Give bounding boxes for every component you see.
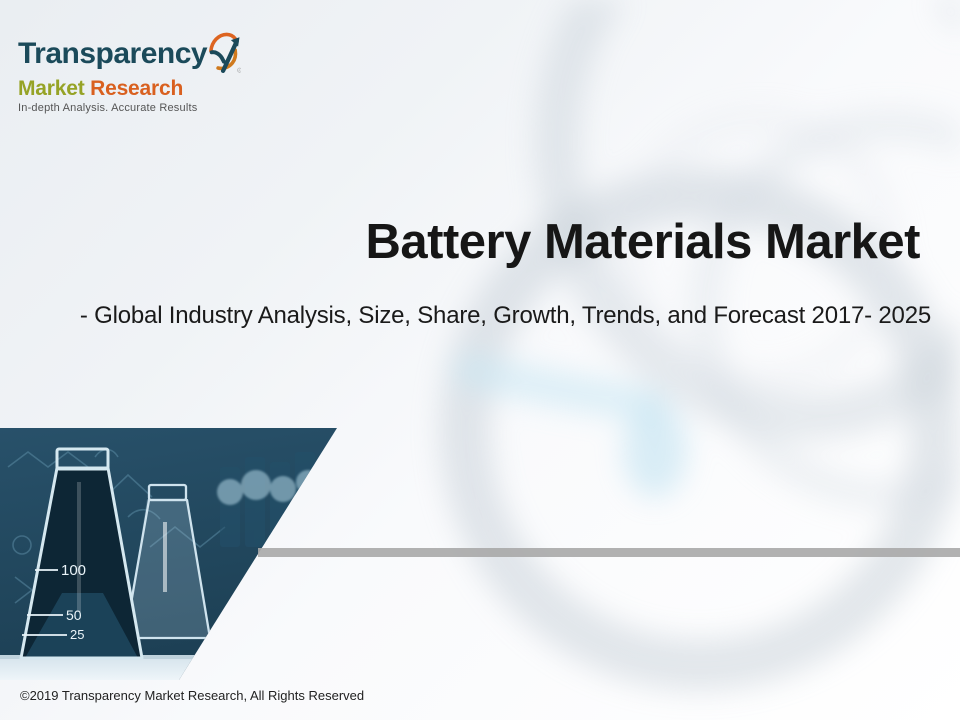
svg-text:25: 25 [70, 627, 84, 642]
svg-text:50: 50 [66, 607, 82, 623]
svg-text:100: 100 [61, 562, 86, 579]
svg-text:R: R [239, 69, 241, 72]
